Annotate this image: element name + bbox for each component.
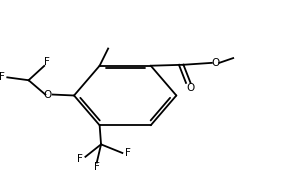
- Text: O: O: [186, 83, 195, 93]
- Text: F: F: [44, 57, 50, 67]
- Text: F: F: [0, 72, 5, 82]
- Text: O: O: [44, 90, 52, 100]
- Text: F: F: [124, 148, 130, 158]
- Text: F: F: [77, 154, 83, 164]
- Text: F: F: [94, 162, 100, 172]
- Text: O: O: [211, 58, 220, 68]
